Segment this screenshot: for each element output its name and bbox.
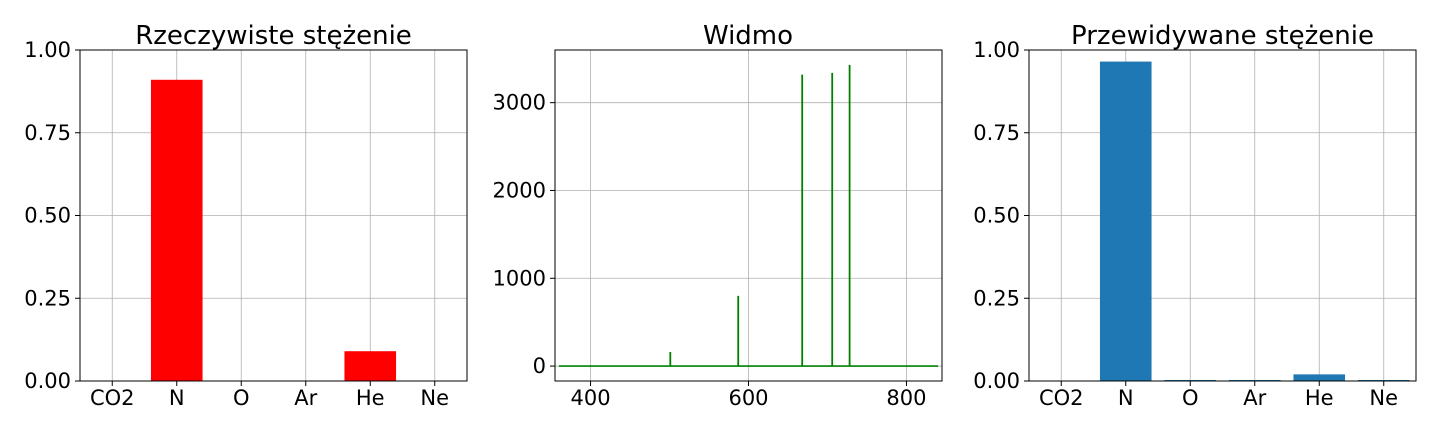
bar-he bbox=[1293, 374, 1346, 381]
predicted-plot-frame bbox=[1028, 49, 1417, 382]
panel-predicted-concentration: Przewidywane stężenie CO2 N O Ar He Ne 0.00 0.2… bbox=[973, 21, 1417, 410]
bar-n bbox=[1099, 61, 1152, 382]
x-tick-label: He bbox=[1305, 386, 1334, 410]
panel-actual-concentration: Rzeczywiste stężenie CO2 N O Ar He Ne 0.00 0.25… bbox=[24, 21, 468, 410]
x-tick-label: O bbox=[1182, 386, 1199, 410]
x-tick-label: Ne bbox=[420, 386, 449, 410]
y-tick-label: 0.00 bbox=[24, 369, 71, 393]
actual-axis-ticks: CO2 N O Ar He Ne 0.00 0.25 0.50 0.75 1.00 bbox=[24, 38, 449, 410]
x-tick-label: Ar bbox=[294, 386, 317, 410]
y-tick-label: 0.75 bbox=[973, 121, 1020, 145]
spectrum-plot-frame bbox=[554, 49, 943, 382]
predicted-grid bbox=[1029, 49, 1416, 382]
y-tick-label: 0.00 bbox=[973, 369, 1020, 393]
spectrum-grid bbox=[555, 50, 942, 381]
bar-n bbox=[150, 79, 203, 381]
y-tick-label: 0.50 bbox=[973, 204, 1020, 228]
y-tick-label: 2000 bbox=[493, 178, 546, 202]
actual-bars bbox=[150, 79, 397, 381]
x-tick-label: N bbox=[1118, 386, 1134, 410]
spectrum-axis-ticks: 400 600 800 0 1000 2000 3000 bbox=[493, 91, 927, 410]
panel-spectrum: Widmo 400 600 800 0 1000 2000 3000 bbox=[493, 21, 943, 410]
actual-plot-frame bbox=[79, 49, 468, 382]
actual-chart-title: Rzeczywiste stężenie bbox=[135, 21, 412, 51]
y-tick-label: 0 bbox=[533, 354, 546, 378]
predicted-axis-ticks: CO2 N O Ar He Ne 0.00 0.25 0.50 0.75 1.00 bbox=[973, 38, 1398, 410]
x-tick-label: CO2 bbox=[90, 386, 135, 410]
y-tick-label: 1000 bbox=[493, 266, 546, 290]
x-tick-label: Ne bbox=[1369, 386, 1398, 410]
y-tick-label: 0.50 bbox=[24, 204, 71, 228]
actual-grid bbox=[80, 49, 467, 382]
x-tick-label: 400 bbox=[570, 386, 610, 410]
x-tick-label: 800 bbox=[886, 386, 926, 410]
y-tick-label: 3000 bbox=[493, 91, 546, 115]
y-tick-label: 0.25 bbox=[24, 286, 71, 310]
y-tick-label: 1.00 bbox=[24, 38, 71, 62]
x-tick-label: 600 bbox=[728, 386, 768, 410]
x-tick-label: O bbox=[233, 386, 250, 410]
y-tick-label: 0.25 bbox=[973, 286, 1020, 310]
x-tick-label: N bbox=[169, 386, 185, 410]
predicted-bars bbox=[1099, 61, 1410, 382]
x-tick-label: CO2 bbox=[1039, 386, 1084, 410]
spectrum-lines bbox=[558, 64, 939, 367]
predicted-chart-title: Przewidywane stężenie bbox=[1071, 21, 1374, 51]
x-tick-label: Ar bbox=[1243, 386, 1266, 410]
bar-he bbox=[344, 351, 397, 381]
y-tick-label: 0.75 bbox=[24, 121, 71, 145]
spectrum-chart-title: Widmo bbox=[703, 21, 793, 51]
x-tick-label: He bbox=[356, 386, 385, 410]
y-tick-label: 1.00 bbox=[973, 38, 1020, 62]
